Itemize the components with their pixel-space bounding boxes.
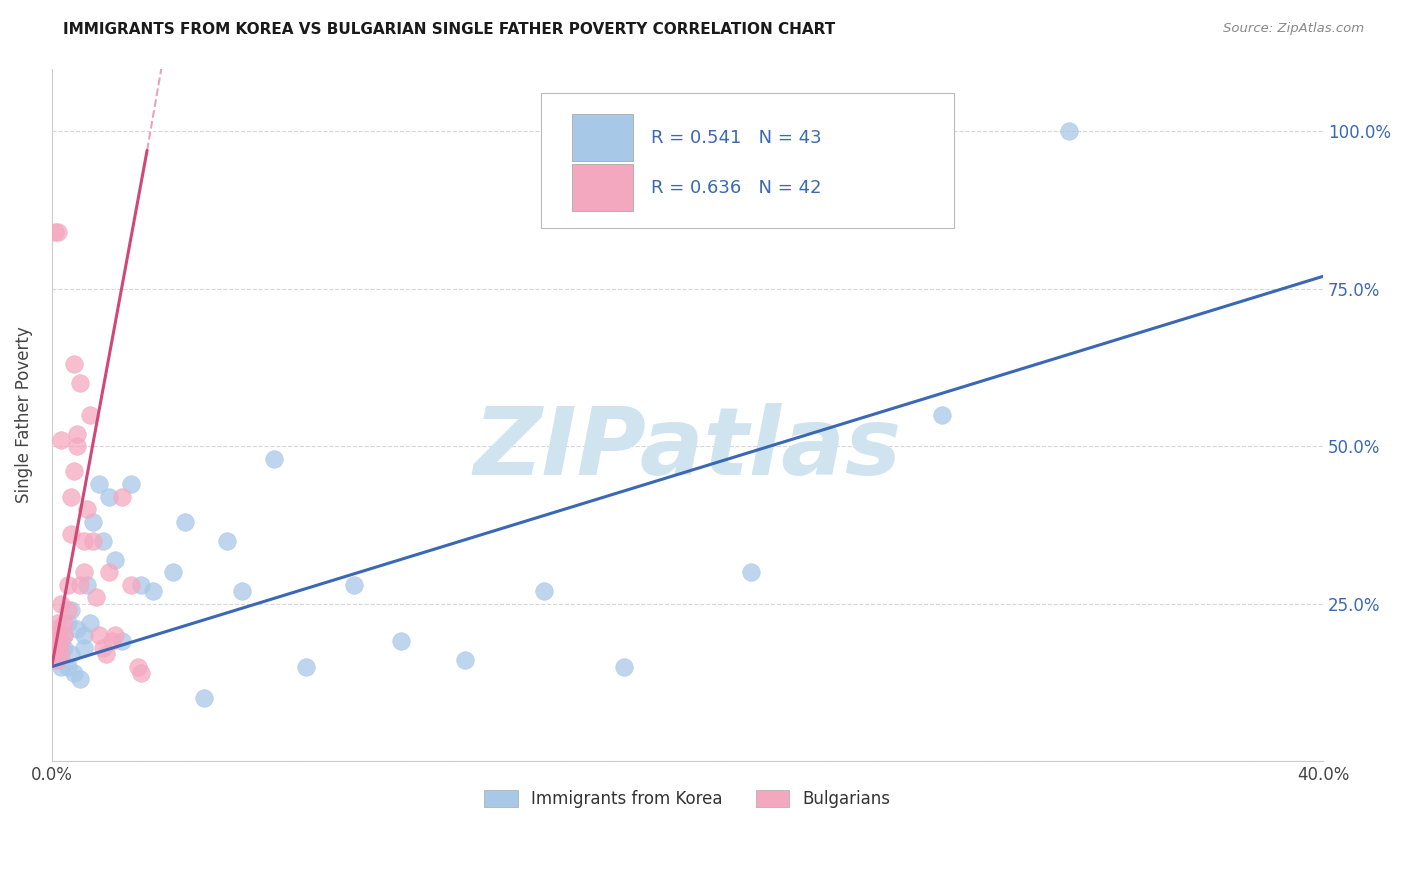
Point [72,533,94,548]
Point [46,647,69,661]
Point [97,490,120,504]
Point [91,640,114,655]
Text: IMMIGRANTS FROM KOREA VS BULGARIAN SINGLE FATHER POVERTY CORRELATION CHART: IMMIGRANTS FROM KOREA VS BULGARIAN SINGL… [63,22,835,37]
Point [56,578,79,592]
Point [66,426,89,441]
Point [76,578,98,592]
Point [84,591,107,605]
Point [89,628,111,642]
Point [63,665,86,680]
FancyBboxPatch shape [541,93,955,227]
Point [79,615,101,630]
Point [44,640,66,655]
Point [72,640,94,655]
FancyBboxPatch shape [572,114,633,161]
Point [44,622,66,636]
Point [46,628,69,642]
Point [1057,124,1080,138]
Point [120,578,142,592]
Point [46,615,69,630]
Point [51,634,73,648]
Point [51,647,73,661]
Point [53,628,76,642]
Point [51,433,73,447]
Point [94,647,117,661]
Point [82,533,104,548]
Legend: Immigrants from Korea, Bulgarians: Immigrants from Korea, Bulgarians [478,783,897,815]
Point [53,640,76,655]
Point [46,628,69,642]
Point [104,552,127,566]
Point [46,653,69,667]
Point [174,515,197,529]
Point [44,628,66,642]
Point [66,622,89,636]
Point [162,565,184,579]
Point [59,603,82,617]
Point [46,225,69,239]
Point [215,533,238,548]
Point [44,225,66,239]
Point [53,628,76,642]
Point [44,647,66,661]
Point [129,665,152,680]
Point [120,477,142,491]
Point [389,634,412,648]
Point [89,477,111,491]
Point [69,376,91,391]
Point [193,691,215,706]
Point [44,653,66,667]
Point [129,578,152,592]
Point [72,628,94,642]
Point [59,647,82,661]
Point [53,615,76,630]
Point [51,634,73,648]
Point [56,615,79,630]
Point [111,490,134,504]
Point [104,628,127,642]
Text: R = 0.636   N = 42: R = 0.636 N = 42 [651,178,821,196]
Point [59,490,82,504]
Point [343,578,366,592]
Point [63,465,86,479]
Point [56,659,79,673]
Point [59,527,82,541]
FancyBboxPatch shape [572,164,633,211]
Point [56,603,79,617]
Point [295,659,318,673]
Point [69,672,91,686]
Point [613,659,636,673]
Point [97,565,120,579]
Point [63,358,86,372]
Point [127,659,149,673]
Point [82,515,104,529]
Point [79,408,101,422]
Point [454,653,477,667]
Point [69,578,91,592]
Point [263,451,285,466]
Point [533,584,555,599]
Point [76,502,98,516]
Point [51,597,73,611]
Text: ZIPatlas: ZIPatlas [474,403,901,495]
Point [46,640,69,655]
Y-axis label: Single Father Poverty: Single Father Poverty [15,326,32,503]
Point [72,565,94,579]
Point [44,634,66,648]
Point [91,533,114,548]
Point [740,565,762,579]
Point [111,634,134,648]
Text: R = 0.541   N = 43: R = 0.541 N = 43 [651,128,821,147]
Point [66,439,89,453]
Text: Source: ZipAtlas.com: Source: ZipAtlas.com [1223,22,1364,36]
Point [101,634,124,648]
Point [231,584,253,599]
Point [931,408,953,422]
Point [51,659,73,673]
Point [142,584,165,599]
